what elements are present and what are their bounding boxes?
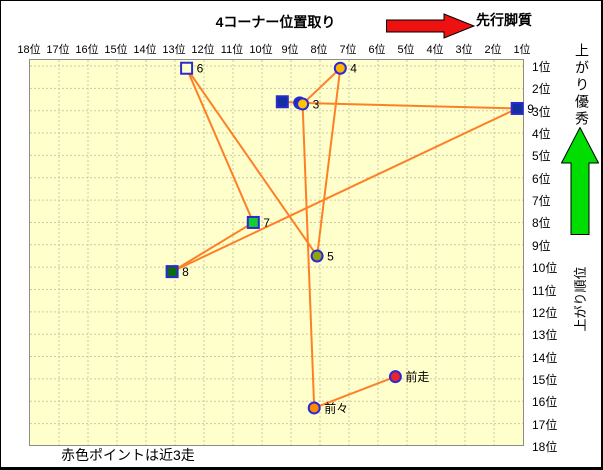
data-point-8[interactable] [165, 265, 179, 279]
data-point-4[interactable] [333, 61, 347, 75]
agari-rank-axis-title: 上がり順位 [573, 266, 588, 332]
chart-title: 4コーナー位置取り [215, 14, 336, 30]
data-point-前々[interactable] [307, 401, 321, 415]
data-point-5[interactable] [310, 249, 324, 263]
data-point-6[interactable] [180, 61, 194, 75]
data-point-label: 4 [350, 62, 357, 76]
x-axis-label: 15位 [104, 44, 128, 56]
data-point-label: 8 [182, 265, 189, 279]
y-axis-label: 14位 [532, 350, 558, 365]
y-axis-label: 13位 [532, 328, 558, 343]
x-axis-label: 4位 [426, 44, 444, 56]
data-point-label: 7 [263, 216, 270, 230]
plot-area: 前走前々 3 4 5 6 7 8 9 [29, 59, 534, 446]
x-axis-label: 13位 [162, 44, 186, 56]
forward-runner-arrow-icon [386, 13, 475, 39]
agari-excellent-label: 上がり優秀 [574, 43, 590, 128]
data-point-7[interactable] [246, 215, 260, 229]
data-point-label: 5 [327, 249, 334, 263]
y-axis-label: 2位 [532, 82, 551, 97]
x-axis-label: 1位 [513, 44, 531, 56]
y-axis-label: 5位 [532, 149, 551, 164]
data-point-label: 前々 [324, 400, 348, 415]
x-axis-label: 14位 [133, 44, 157, 56]
y-axis-label: 4位 [532, 127, 551, 142]
y-axis-label: 11位 [532, 283, 557, 298]
y-axis-label: 9位 [532, 238, 551, 253]
y-axis-label: 1位 [532, 60, 551, 74]
agari-up-arrow-icon [561, 127, 599, 235]
y-axis-label: 15位 [532, 372, 558, 387]
x-axis-label: 2位 [484, 44, 502, 56]
x-axis-label: 17位 [46, 44, 70, 56]
x-axis-label: 16位 [75, 44, 99, 56]
y-axis-label: 3位 [532, 104, 551, 119]
y-axis-label: 16位 [532, 395, 558, 410]
x-axis-label: 11位 [220, 44, 244, 56]
data-point-past-10[interactable] [275, 95, 289, 109]
data-point-label: 3 [313, 97, 320, 111]
data-point-label: 9 [527, 102, 534, 116]
legend-note: 赤色ポイントは近3走 [61, 447, 195, 463]
x-axis-label: 8位 [310, 44, 328, 56]
data-point-label: 6 [197, 62, 204, 76]
forward-style-label: 先行脚質 [476, 12, 532, 28]
x-axis-label: 10位 [249, 44, 273, 56]
x-axis-label: 6位 [368, 44, 386, 56]
x-axis-label: 5位 [397, 44, 415, 56]
x-axis-label: 12位 [191, 44, 215, 56]
x-axis-label: 7位 [339, 44, 357, 56]
y-axis-label: 17位 [532, 417, 558, 432]
data-point-label: 前走 [405, 369, 429, 384]
data-point-前走[interactable] [388, 370, 402, 384]
y-axis-label: 18位 [532, 439, 558, 454]
data-point-9[interactable] [510, 101, 524, 115]
y-axis-label: 8位 [532, 216, 551, 231]
y-axis-label: 6位 [532, 171, 551, 186]
x-axis-label: 3位 [455, 44, 473, 56]
y-axis-label: 12位 [532, 305, 558, 320]
x-axis-label: 9位 [281, 44, 299, 56]
data-point-3[interactable] [296, 97, 310, 111]
y-axis-label: 7位 [532, 194, 551, 209]
x-axis-label: 18位 [17, 44, 41, 56]
y-axis-label: 10位 [532, 261, 558, 276]
